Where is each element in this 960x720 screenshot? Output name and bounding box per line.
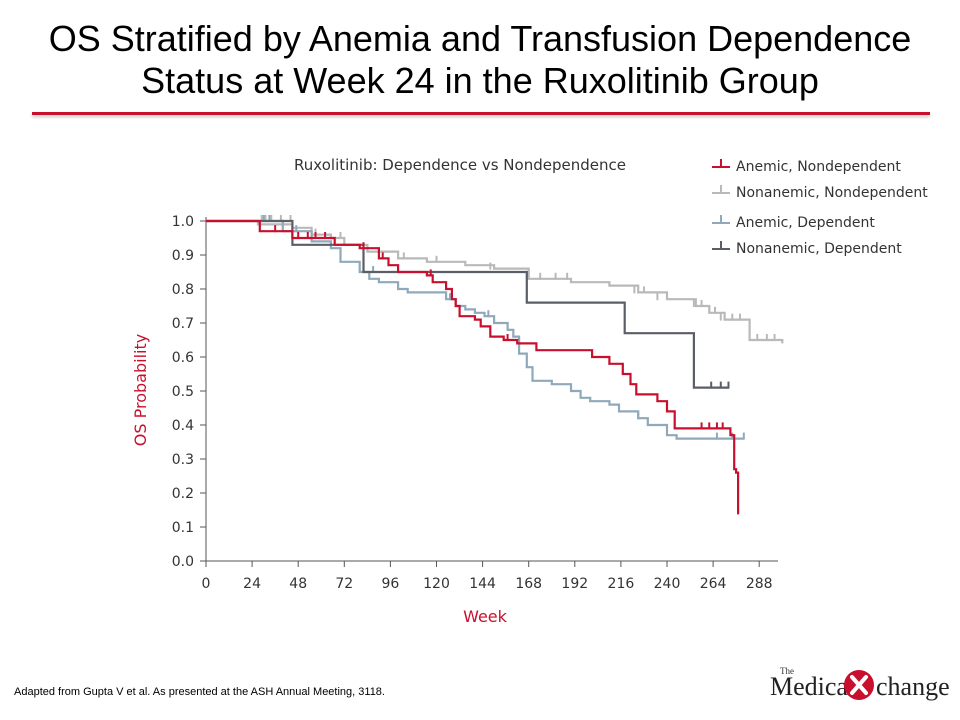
source-footnote: Adapted from Gupta V et al. As presented… (14, 686, 385, 698)
legend-label: Anemic, Nondependent (736, 159, 901, 175)
axes: 0.0 0.1 0.2 0.3 0.4 0.5 0.6 0.7 0.8 0.9 1.0 0 24 48 72… (172, 214, 778, 592)
x-tick-label: 216 (608, 576, 635, 592)
legend-label: Nonanemic, Dependent (736, 241, 902, 257)
survival-curve (206, 219, 744, 440)
logo-x-icon (844, 670, 874, 700)
y-tick-label: 0.0 (172, 554, 194, 570)
x-tick-label: 192 (561, 576, 588, 592)
x-tick-label: 72 (335, 576, 353, 592)
x-tick-label: 120 (423, 576, 450, 592)
legend-label: Anemic, Dependent (736, 215, 875, 231)
y-tick-label: 0.9 (172, 248, 194, 264)
legend: Anemic, Nondependent Nonanemic, Nondepend… (712, 159, 928, 257)
legend-item: Nonanemic, Nondependent (712, 185, 928, 201)
x-tick-label: 264 (700, 576, 727, 592)
logo-word-left: Medical (770, 672, 856, 701)
y-tick-label: 0.8 (172, 282, 194, 298)
legend-label: Nonanemic, Nondependent (736, 185, 928, 201)
logo-the: The (780, 666, 794, 676)
y-tick-label: 0.4 (172, 418, 194, 434)
logo-word-right: change (876, 672, 950, 701)
y-tick-label: 0.5 (172, 384, 194, 400)
y-tick-label: 0.3 (172, 452, 194, 468)
series-layer (206, 215, 784, 515)
x-tick-label: 48 (289, 576, 307, 592)
y-tick-label: 0.1 (172, 520, 194, 536)
slide-title-line-1: OS Stratified by Anemia and Transfusion … (48, 18, 912, 59)
medical-xchange-logo: The Medical change (766, 664, 950, 708)
x-tick-label: 168 (515, 576, 542, 592)
survival-curve (206, 219, 740, 514)
x-tick-label: 96 (381, 576, 399, 592)
series-anemic-nondependent (206, 219, 740, 515)
survival-curve (206, 219, 729, 389)
x-tick-label: 288 (746, 576, 773, 592)
slide-title-line-2: Status at Week 24 in the Ruxolitinib Gro… (141, 60, 819, 101)
series-anemic-dependent (206, 215, 745, 440)
title-divider (32, 112, 930, 115)
slide-title: OS Stratified by Anemia and Transfusion … (0, 18, 960, 102)
y-tick-label: 0.7 (172, 316, 194, 332)
legend-item: Anemic, Dependent (712, 215, 875, 231)
x-tick-label: 0 (202, 576, 211, 592)
x-tick-label: 144 (469, 576, 496, 592)
y-axis-label: OS Probability (131, 334, 150, 446)
series-nonanemic-dependent (206, 219, 730, 389)
chart-title: Ruxolitinib: Dependence vs Nondependence (294, 156, 626, 174)
x-tick-label: 240 (654, 576, 681, 592)
y-tick-label: 1.0 (172, 214, 194, 230)
legend-item: Nonanemic, Dependent (712, 241, 902, 257)
x-tick-label: 24 (243, 576, 261, 592)
x-axis-label: Week (463, 607, 508, 626)
legend-item: Anemic, Nondependent (712, 159, 901, 175)
y-tick-label: 0.2 (172, 486, 194, 502)
y-tick-label: 0.6 (172, 350, 194, 366)
